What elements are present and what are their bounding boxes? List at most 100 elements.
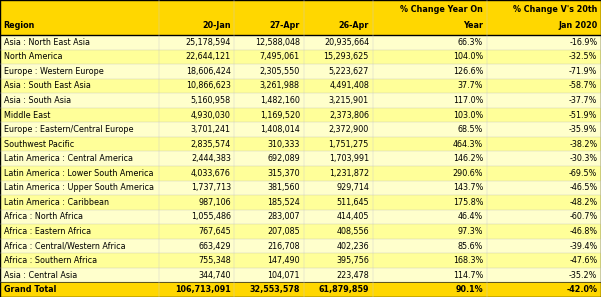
Text: % Change Year On: % Change Year On bbox=[400, 5, 483, 14]
Text: 767,645: 767,645 bbox=[198, 227, 231, 236]
Text: -16.9%: -16.9% bbox=[569, 38, 597, 47]
Text: 26-Apr: 26-Apr bbox=[338, 21, 369, 30]
Text: 12,588,048: 12,588,048 bbox=[255, 38, 300, 47]
Text: Asia : Central Asia: Asia : Central Asia bbox=[4, 271, 77, 280]
Text: 1,737,713: 1,737,713 bbox=[191, 183, 231, 192]
Text: 114.7%: 114.7% bbox=[453, 271, 483, 280]
Text: Africa : Central/Western Africa: Africa : Central/Western Africa bbox=[4, 241, 125, 251]
Text: 2,372,900: 2,372,900 bbox=[329, 125, 369, 134]
Text: -46.8%: -46.8% bbox=[569, 227, 597, 236]
Text: -47.6%: -47.6% bbox=[569, 256, 597, 265]
Bar bbox=[0, 64, 601, 79]
Text: 2,444,383: 2,444,383 bbox=[191, 154, 231, 163]
Text: 1,169,520: 1,169,520 bbox=[260, 110, 300, 120]
Text: 1,482,160: 1,482,160 bbox=[260, 96, 300, 105]
Bar bbox=[0, 282, 601, 297]
Text: Jan 2020: Jan 2020 bbox=[558, 21, 597, 30]
Text: 117.0%: 117.0% bbox=[453, 96, 483, 105]
Text: 4,033,676: 4,033,676 bbox=[191, 169, 231, 178]
Text: 168.3%: 168.3% bbox=[453, 256, 483, 265]
Text: 146.2%: 146.2% bbox=[453, 154, 483, 163]
Text: 175.8%: 175.8% bbox=[453, 198, 483, 207]
Text: 310,333: 310,333 bbox=[267, 140, 300, 149]
Bar bbox=[0, 79, 601, 93]
Text: 32,553,578: 32,553,578 bbox=[249, 285, 300, 294]
Text: 90.1%: 90.1% bbox=[456, 285, 483, 294]
Text: 104.0%: 104.0% bbox=[453, 52, 483, 61]
Text: 414,405: 414,405 bbox=[337, 212, 369, 222]
Bar bbox=[0, 210, 601, 224]
Text: 511,645: 511,645 bbox=[337, 198, 369, 207]
Text: 1,055,486: 1,055,486 bbox=[191, 212, 231, 222]
Text: North America: North America bbox=[4, 52, 62, 61]
Text: 106,713,091: 106,713,091 bbox=[175, 285, 231, 294]
Text: 143.7%: 143.7% bbox=[453, 183, 483, 192]
Text: 147,490: 147,490 bbox=[267, 256, 300, 265]
Text: 2,835,574: 2,835,574 bbox=[191, 140, 231, 149]
Bar bbox=[0, 108, 601, 122]
Text: 402,236: 402,236 bbox=[337, 241, 369, 251]
Text: 3,701,241: 3,701,241 bbox=[191, 125, 231, 134]
Text: 18,606,424: 18,606,424 bbox=[186, 67, 231, 76]
Text: 37.7%: 37.7% bbox=[458, 81, 483, 91]
Text: 10,866,623: 10,866,623 bbox=[186, 81, 231, 91]
Text: 1,751,275: 1,751,275 bbox=[329, 140, 369, 149]
Text: 68.5%: 68.5% bbox=[458, 125, 483, 134]
Text: Asia : South Asia: Asia : South Asia bbox=[4, 96, 71, 105]
Text: 22,644,121: 22,644,121 bbox=[186, 52, 231, 61]
Text: -42.0%: -42.0% bbox=[566, 285, 597, 294]
Bar bbox=[0, 122, 601, 137]
Text: 7,495,061: 7,495,061 bbox=[260, 52, 300, 61]
Text: 15,293,625: 15,293,625 bbox=[324, 52, 369, 61]
Text: 85.6%: 85.6% bbox=[458, 241, 483, 251]
Bar bbox=[0, 166, 601, 181]
Text: % Change V's 20th: % Change V's 20th bbox=[513, 5, 597, 14]
Text: 207,085: 207,085 bbox=[267, 227, 300, 236]
Text: -69.5%: -69.5% bbox=[569, 169, 597, 178]
Text: 381,560: 381,560 bbox=[267, 183, 300, 192]
Text: 216,708: 216,708 bbox=[267, 241, 300, 251]
Text: Africa : Eastern Africa: Africa : Eastern Africa bbox=[4, 227, 91, 236]
Text: 185,524: 185,524 bbox=[267, 198, 300, 207]
Text: Europe : Eastern/Central Europe: Europe : Eastern/Central Europe bbox=[4, 125, 133, 134]
Text: 5,223,627: 5,223,627 bbox=[329, 67, 369, 76]
Text: 344,740: 344,740 bbox=[198, 271, 231, 280]
Text: 3,215,901: 3,215,901 bbox=[329, 96, 369, 105]
Bar bbox=[0, 181, 601, 195]
Text: -46.5%: -46.5% bbox=[569, 183, 597, 192]
Text: -51.9%: -51.9% bbox=[569, 110, 597, 120]
Text: 3,261,988: 3,261,988 bbox=[260, 81, 300, 91]
Text: 20,935,664: 20,935,664 bbox=[324, 38, 369, 47]
Text: 755,348: 755,348 bbox=[198, 256, 231, 265]
Text: 4,930,030: 4,930,030 bbox=[191, 110, 231, 120]
Bar bbox=[0, 93, 601, 108]
Text: -35.9%: -35.9% bbox=[569, 125, 597, 134]
Text: 315,370: 315,370 bbox=[267, 169, 300, 178]
Text: Latin America : Central America: Latin America : Central America bbox=[4, 154, 133, 163]
Text: Asia : South East Asia: Asia : South East Asia bbox=[4, 81, 91, 91]
Text: 2,373,806: 2,373,806 bbox=[329, 110, 369, 120]
Bar bbox=[0, 137, 601, 151]
Text: 395,756: 395,756 bbox=[336, 256, 369, 265]
Text: -32.5%: -32.5% bbox=[569, 52, 597, 61]
Bar bbox=[0, 195, 601, 210]
Text: Latin America : Caribbean: Latin America : Caribbean bbox=[4, 198, 109, 207]
Text: Africa : Southern Africa: Africa : Southern Africa bbox=[4, 256, 97, 265]
Text: 97.3%: 97.3% bbox=[458, 227, 483, 236]
Text: 46.4%: 46.4% bbox=[458, 212, 483, 222]
Text: Latin America : Upper South America: Latin America : Upper South America bbox=[4, 183, 154, 192]
Text: 987,106: 987,106 bbox=[198, 198, 231, 207]
Text: Grand Total: Grand Total bbox=[4, 285, 56, 294]
Text: -37.7%: -37.7% bbox=[569, 96, 597, 105]
Text: 20-Jan: 20-Jan bbox=[202, 21, 231, 30]
Bar bbox=[0, 239, 601, 253]
Bar bbox=[0, 35, 601, 50]
Text: -39.4%: -39.4% bbox=[569, 241, 597, 251]
Text: -30.3%: -30.3% bbox=[569, 154, 597, 163]
Text: 283,007: 283,007 bbox=[267, 212, 300, 222]
Text: Region: Region bbox=[4, 21, 35, 30]
Text: 464.3%: 464.3% bbox=[453, 140, 483, 149]
Text: Middle East: Middle East bbox=[4, 110, 50, 120]
Bar bbox=[0, 50, 601, 64]
Text: Africa : North Africa: Africa : North Africa bbox=[4, 212, 82, 222]
